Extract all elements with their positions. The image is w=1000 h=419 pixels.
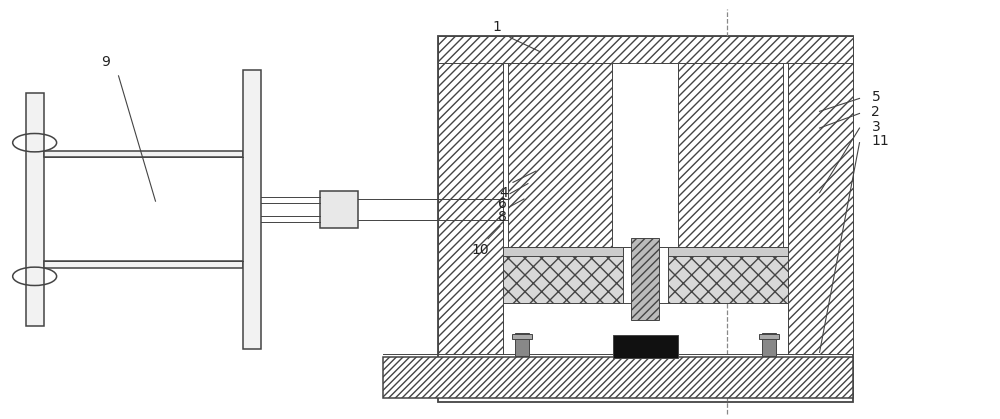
Text: 3: 3 bbox=[871, 120, 880, 134]
Text: 5: 5 bbox=[871, 90, 880, 104]
Bar bbox=[438, 36, 853, 63]
Bar bbox=[612, 63, 678, 247]
Bar bbox=[503, 247, 623, 256]
Text: 8: 8 bbox=[498, 210, 506, 224]
Bar bbox=[678, 63, 783, 247]
Bar bbox=[438, 36, 853, 401]
Bar bbox=[668, 247, 788, 303]
Text: 6: 6 bbox=[498, 197, 506, 212]
Bar bbox=[759, 334, 779, 339]
Bar bbox=[383, 357, 853, 398]
Bar bbox=[243, 70, 261, 349]
Text: 4: 4 bbox=[500, 186, 508, 200]
Bar bbox=[44, 261, 243, 268]
Bar bbox=[503, 247, 623, 303]
Bar bbox=[668, 247, 788, 256]
Bar bbox=[26, 93, 44, 326]
Bar bbox=[788, 36, 853, 354]
Bar bbox=[44, 150, 243, 157]
Bar bbox=[438, 36, 503, 354]
Text: 1: 1 bbox=[493, 20, 501, 34]
Text: 2: 2 bbox=[871, 105, 880, 119]
Bar bbox=[762, 333, 776, 356]
Bar bbox=[631, 238, 659, 320]
Bar bbox=[508, 63, 612, 247]
Bar bbox=[512, 334, 532, 339]
Bar bbox=[613, 335, 678, 358]
Text: 9: 9 bbox=[101, 55, 110, 69]
Bar bbox=[515, 333, 529, 356]
Bar bbox=[320, 191, 358, 228]
Text: 11: 11 bbox=[871, 134, 889, 148]
Text: 10: 10 bbox=[471, 243, 489, 257]
